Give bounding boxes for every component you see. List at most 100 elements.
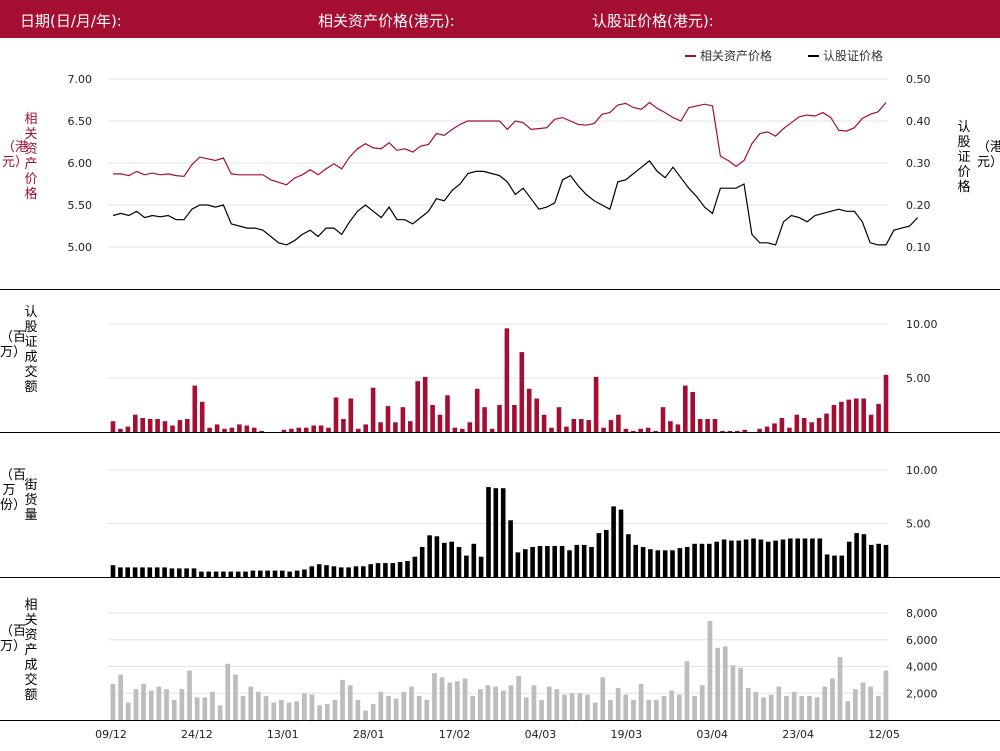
outstanding-bar: [729, 540, 734, 577]
underlying-turnover-bar: [470, 695, 475, 720]
outstanding-bar: [169, 568, 175, 577]
underlying-turnover-bar: [876, 695, 881, 720]
warrant-turnover-bar: [147, 419, 153, 432]
outstanding-bar: [537, 546, 543, 577]
underlying-turnover-bar: [860, 682, 866, 720]
warrant-turnover-bar: [460, 428, 465, 432]
outstanding-bar: [125, 567, 130, 577]
underlying-turnover-bar: [539, 699, 544, 720]
underlying-turnover-bar: [248, 686, 254, 720]
outstanding-bar: [508, 520, 513, 577]
outstanding-bar: [581, 544, 587, 577]
outstanding-bar: [250, 570, 256, 577]
outstanding-bar: [824, 554, 830, 577]
price-right-axis-label: 认股证价格: [957, 120, 971, 195]
underlying-turnover-axis-label: 相关资产成交额: [24, 598, 38, 703]
underlying-turnover-bar: [853, 689, 858, 720]
underlying-turnover-bar: [822, 686, 828, 720]
price-lines: [112, 101, 919, 246]
outstanding-bar: [221, 571, 226, 577]
warrant-turnover-bar: [385, 406, 391, 432]
warrant-turnover-bar: [712, 419, 718, 432]
underlying-turnover-bar: [202, 697, 208, 720]
x-tick-label: 13/01: [267, 728, 299, 741]
outstanding-bar: [626, 534, 631, 577]
underlying-turnover-bar: [776, 686, 782, 720]
outstanding-bar: [589, 547, 594, 577]
underlying-turnover-bar: [608, 699, 613, 720]
warrant-turnover-bar: [445, 395, 450, 432]
outstanding-bar: [162, 567, 167, 577]
outstanding-bar: [707, 543, 712, 577]
outstanding-bar: [869, 544, 874, 577]
warrant-turnover-bar: [474, 388, 480, 432]
warrant-turnover-bar: [638, 428, 643, 432]
underlying-turnover-bar: [179, 689, 185, 720]
outstanding-bar: [810, 538, 815, 577]
underlying-turnover-bar: [478, 689, 483, 720]
underlying-turnover-bar: [508, 685, 514, 720]
warrant-turnover-bar: [363, 424, 368, 432]
warrant-turnover-bar: [393, 422, 398, 432]
outstanding-bar: [405, 561, 410, 577]
underlying-turnover-bar: [294, 701, 299, 720]
underlying-turnover-bar: [692, 695, 697, 720]
outstanding-bar: [640, 547, 646, 577]
warrant-turnover-bar: [608, 420, 614, 432]
underlying-turnover-bar: [279, 699, 284, 720]
outstanding-bar: [780, 539, 786, 577]
x-tick-label: 17/02: [439, 728, 471, 741]
underlying-turnover-bar: [386, 695, 391, 720]
underlying-turnover-bar: [194, 697, 200, 720]
x-tick-label: 24/12: [181, 728, 213, 741]
outstanding-bar: [368, 564, 373, 577]
outstanding-bar: [478, 556, 484, 577]
warrant-turnover-bar: [118, 428, 123, 432]
outstanding-bar: [765, 541, 771, 577]
warrant-turnover-axis-label: 认股证成交额: [24, 305, 38, 395]
warrant-turnover-bar: [348, 398, 354, 432]
underlying-turnover-bar: [669, 690, 674, 720]
y-right-tick-label: 0.50: [906, 73, 931, 86]
underlying-turnover-bar: [324, 704, 330, 720]
outstanding-bar: [611, 506, 616, 577]
outstanding-bar: [692, 543, 697, 577]
outstanding-axis-label: 街货量: [24, 478, 38, 523]
warrant-turnover-bar: [378, 422, 383, 432]
outstanding-bar: [721, 539, 727, 577]
outstanding-bar: [832, 555, 837, 577]
y-left-tick-label: 5.00: [68, 241, 93, 254]
y-tick-label: 8,000: [906, 607, 938, 620]
underlying-turnover-bar: [225, 663, 231, 720]
underlying-turnover-bar: [761, 697, 766, 720]
outstanding-bar: [177, 568, 182, 577]
underlying-turnover-bar: [684, 661, 690, 720]
underlying-turnover-bar: [455, 681, 460, 720]
outstanding-bar: [493, 488, 499, 577]
legend-label-warrant: 认股证价格: [823, 48, 883, 63]
underlying-turnover-bar: [424, 699, 430, 720]
outstanding-bars: [110, 487, 889, 578]
underlying-turnover-bar: [156, 686, 162, 720]
warrant-turnover-bar: [489, 428, 495, 432]
outstanding-bar: [191, 568, 197, 577]
warrant-turnover-bar: [185, 419, 190, 432]
outstanding-bar: [795, 538, 800, 577]
warrant-turnover-bar: [526, 388, 532, 432]
warrant-turnover-bar: [422, 376, 428, 432]
warrant-turnover-bar: [512, 405, 517, 432]
underlying-turnover-bar: [830, 678, 835, 720]
warrant-turnover-bar: [519, 352, 525, 432]
price-left-axis-label: 相关资产价格: [24, 112, 38, 202]
outstanding-bar: [375, 563, 381, 577]
warrant-turnover-bar: [311, 425, 316, 432]
x-tick-label: 23/04: [782, 728, 814, 741]
underlying-turnover-bar: [592, 702, 598, 720]
outstanding-bar: [184, 568, 189, 577]
warrant-turnover-bar: [779, 418, 785, 432]
outstanding-bar: [883, 544, 889, 577]
warrant-turnover-bar: [556, 407, 562, 432]
y-left-tick-label: 5.50: [68, 199, 93, 212]
warrant-turnover-bar: [437, 414, 443, 432]
warrant-turnover-bar: [504, 328, 510, 432]
